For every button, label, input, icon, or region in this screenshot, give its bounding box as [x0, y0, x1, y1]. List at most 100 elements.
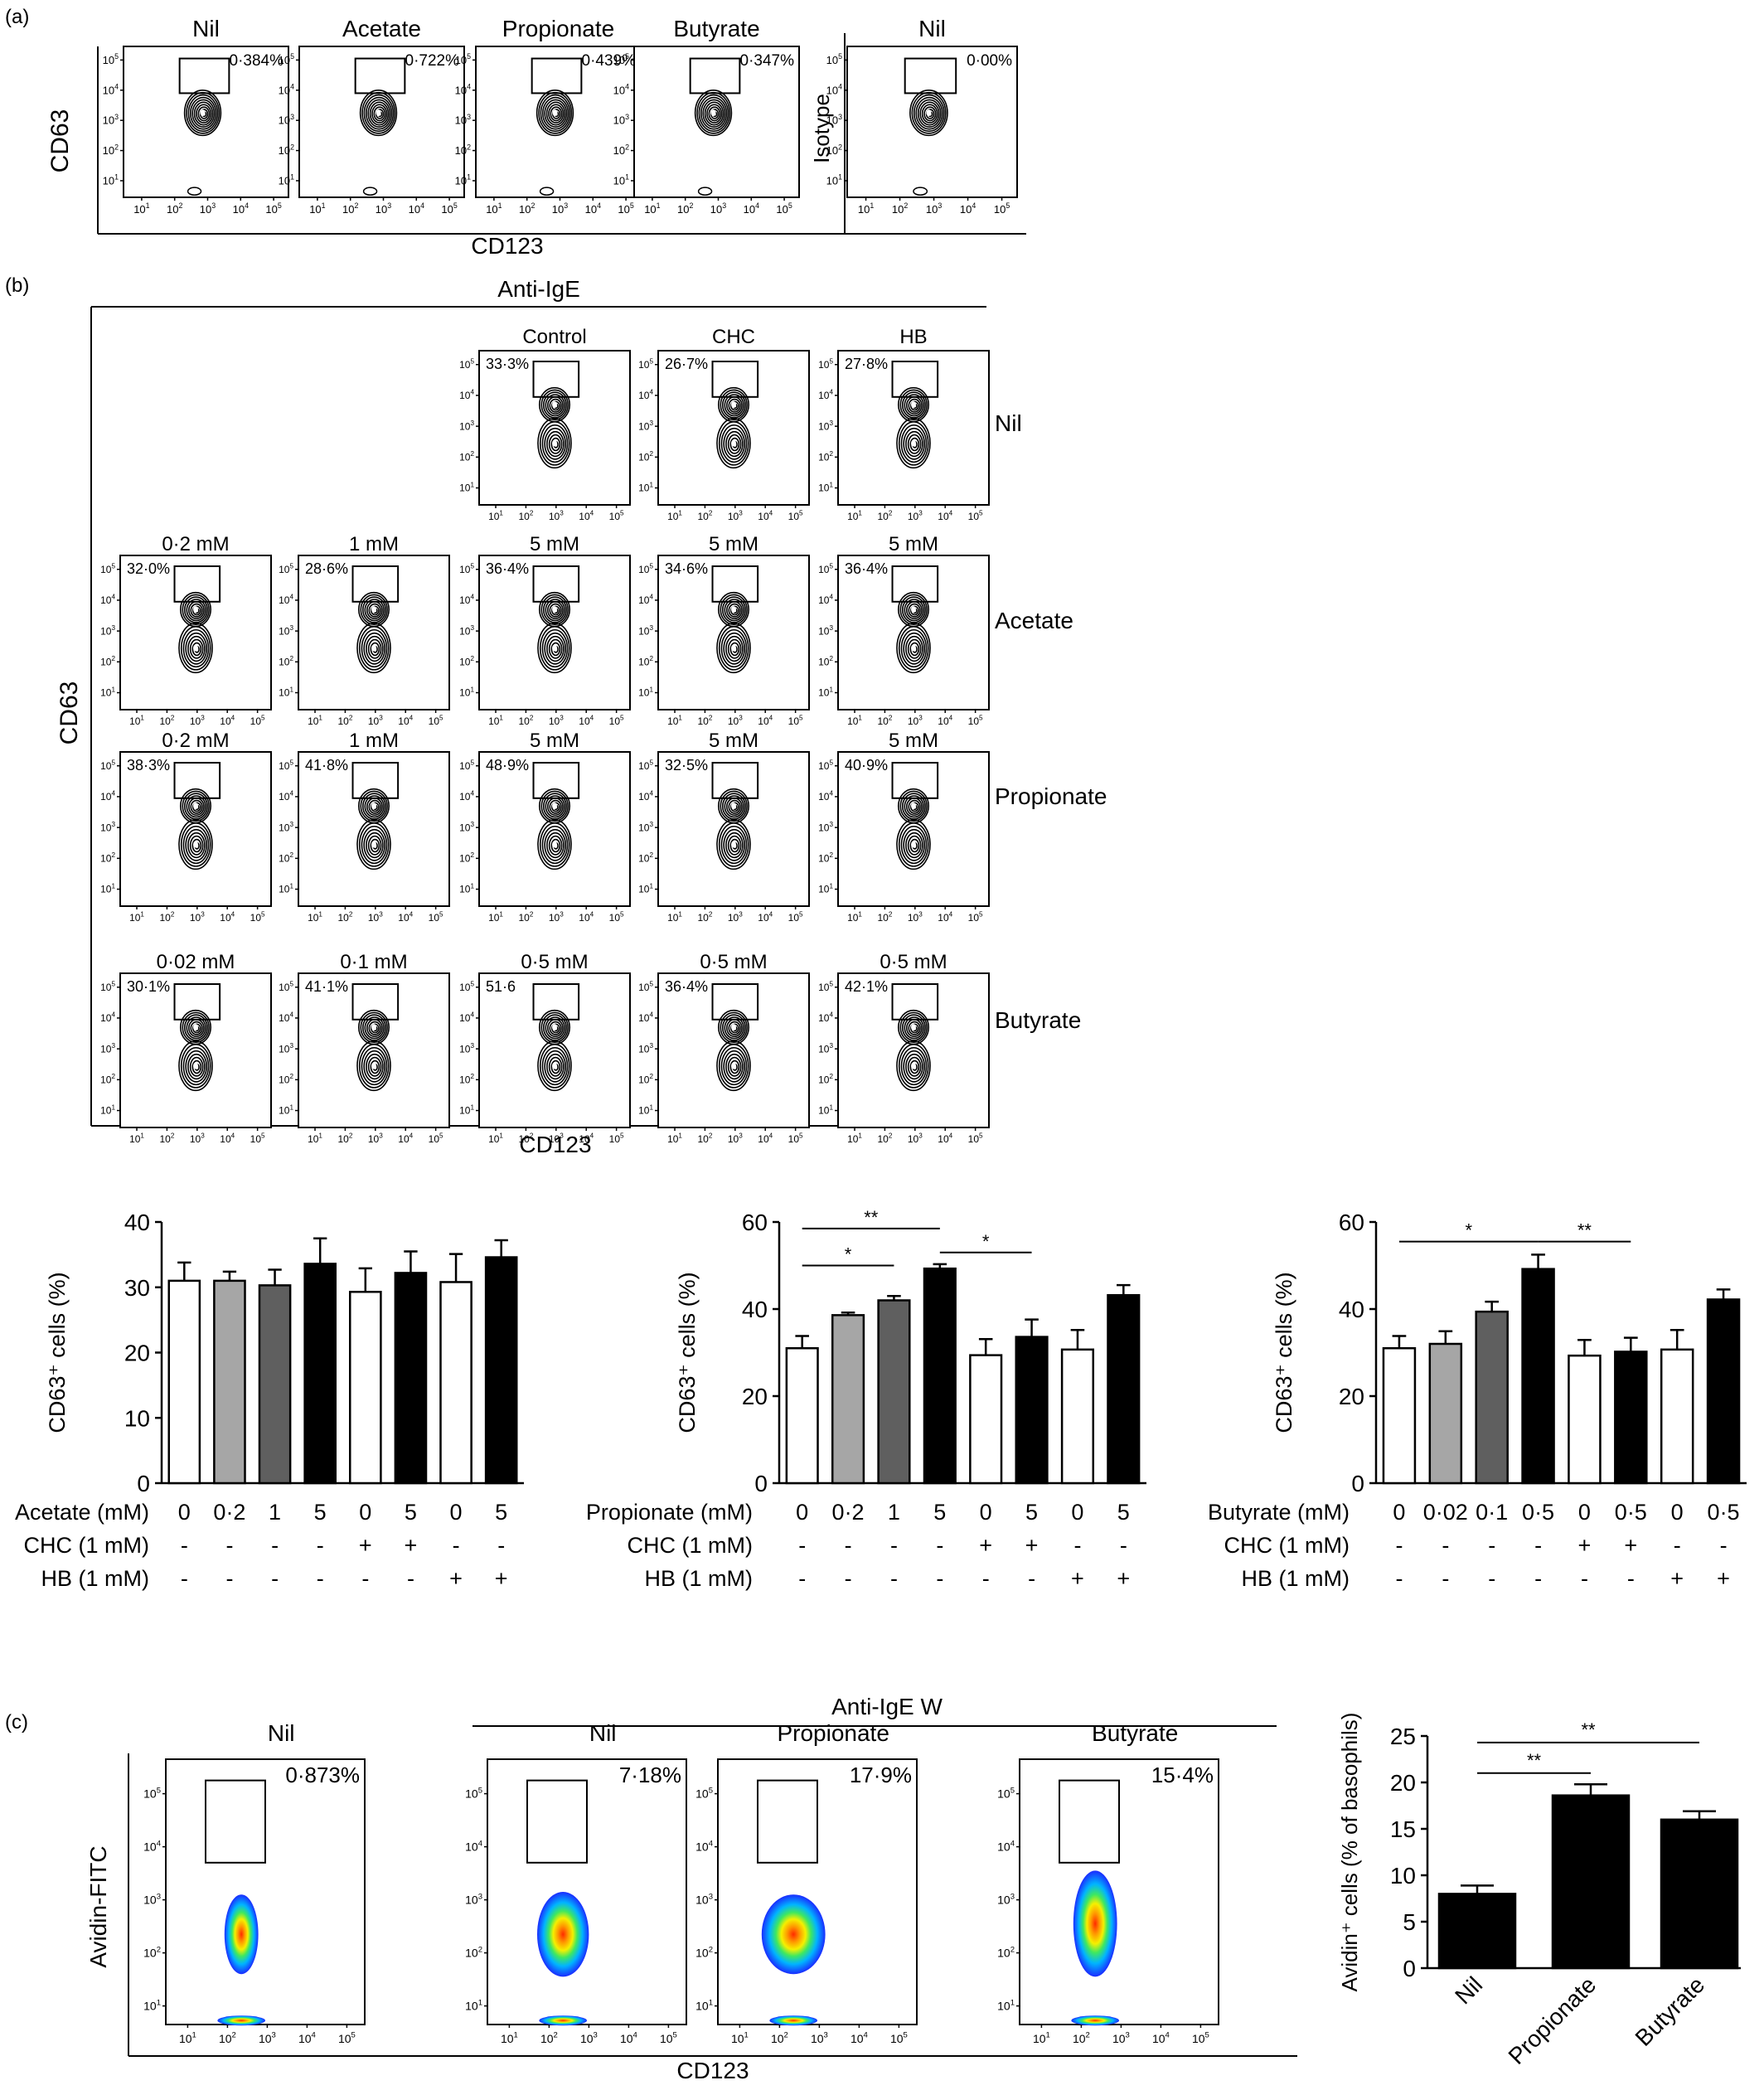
- x-tick-label: 103: [580, 2031, 598, 2045]
- contour-peak: [200, 109, 206, 117]
- x-tick-label: 101: [644, 201, 660, 216]
- x-tick-label: 101: [847, 510, 862, 522]
- condition-row-label: Butyrate (mM): [1208, 1500, 1350, 1525]
- condition-value: -: [1028, 1566, 1035, 1591]
- condition-row-label: CHC (1 mM): [628, 1533, 753, 1558]
- bar: [1521, 1268, 1555, 1485]
- y-tick-label: 103: [638, 821, 653, 833]
- x-tick-label: 104: [758, 1132, 773, 1145]
- y-tick-label: 103: [826, 113, 842, 127]
- contour-line: [727, 835, 742, 856]
- x-axis-label: CD123: [519, 1132, 591, 1157]
- flow-plot-a-3: 101 101 102 102 103 103 104 104 105 105 0·347%: [613, 46, 800, 216]
- condition-value: 0: [450, 1500, 463, 1525]
- contour-line: [720, 594, 748, 626]
- x-tick-label: 103: [190, 1132, 205, 1145]
- condition-value: 0: [796, 1500, 808, 1525]
- y-tick-label: 20: [742, 1384, 768, 1409]
- contour-line: [363, 632, 385, 665]
- contour-line: [727, 638, 742, 659]
- x-tick-label: 105: [429, 911, 443, 924]
- y-tick-label: 103: [459, 624, 474, 637]
- y-tick-label: 103: [459, 821, 474, 833]
- y-tick-label: 104: [638, 1011, 653, 1024]
- x-tick-label: 102: [677, 201, 693, 216]
- y-tick-label: 102: [279, 655, 293, 667]
- x-tick-label: 101: [1033, 2031, 1050, 2045]
- anti-ige-header: Anti-IgE: [497, 276, 580, 302]
- contour-peak: [193, 803, 198, 810]
- y-tick-label: 40: [742, 1297, 768, 1322]
- contour-line: [371, 1023, 380, 1034]
- y-tick-label: 102: [638, 655, 653, 667]
- x-tick-label: 103: [908, 911, 923, 924]
- y-tick-label: 102: [638, 851, 653, 864]
- contour-peak: [371, 803, 376, 810]
- y-tick-label: 25: [1390, 1724, 1416, 1749]
- x-tick-label: 103: [549, 510, 564, 522]
- contour-line: [360, 594, 388, 626]
- y-tick-label: 105: [279, 759, 293, 772]
- x-tick-label: 104: [960, 201, 976, 216]
- y-tick-label: 103: [997, 1892, 1015, 1906]
- x-tick-label: 101: [308, 911, 322, 924]
- y-tick-label: 5: [1403, 1909, 1416, 1935]
- y-tick-label: 102: [818, 450, 833, 463]
- contour-line: [549, 398, 562, 413]
- contour-line: [550, 1060, 561, 1074]
- condition-value: +: [1670, 1566, 1684, 1591]
- y-tick-label: 104: [459, 1011, 474, 1024]
- condition-value: 0: [1671, 1500, 1684, 1525]
- y-tick-label: 103: [638, 1042, 653, 1055]
- contour-line: [718, 822, 749, 867]
- bar: [1660, 1818, 1739, 1970]
- y-tick-label: 103: [818, 821, 833, 833]
- contour-line: [704, 101, 724, 126]
- y-tick-label: 104: [103, 82, 119, 96]
- density-plot-c-2: 101 101 102 102 103 103 104 104 105 105 17·9%: [695, 1758, 918, 2045]
- y-tick-label: 103: [613, 113, 629, 127]
- y-tick-label: 103: [279, 821, 293, 833]
- x-tick-label: 102: [697, 1132, 712, 1145]
- bar: [1568, 1354, 1602, 1485]
- contour-line: [549, 799, 562, 814]
- gate-box: [711, 565, 759, 603]
- y-tick-label: 101: [997, 1998, 1015, 2012]
- contour-line: [907, 1056, 922, 1077]
- contour-line: [899, 594, 928, 626]
- contour-line: [543, 793, 567, 820]
- contour-line: [720, 1011, 748, 1044]
- x-tick-label: 104: [579, 715, 594, 727]
- condition-value: -: [982, 1566, 990, 1591]
- y-tick-label: 101: [818, 882, 833, 895]
- significance-marker: *: [1465, 1220, 1472, 1241]
- condition-value: +: [979, 1533, 992, 1558]
- contour-line: [182, 594, 210, 626]
- contour-line: [548, 434, 563, 454]
- contour-line: [544, 427, 566, 460]
- x-tick-label: 102: [518, 510, 533, 522]
- contour-line: [694, 89, 733, 137]
- contour-line: [724, 599, 744, 622]
- bar: [1428, 1342, 1463, 1485]
- y-tick-label: 40: [124, 1210, 150, 1235]
- contour-line: [921, 104, 938, 124]
- gate-box: [891, 361, 939, 398]
- contour-line: [190, 603, 203, 618]
- plot-title: Butyrate: [1092, 1720, 1178, 1746]
- x-tick-label: 102: [519, 201, 535, 216]
- y-tick-label: 101: [100, 1103, 115, 1116]
- contour-line: [925, 109, 935, 119]
- contour-line: [903, 1050, 925, 1083]
- condition-value: -: [798, 1566, 806, 1591]
- x-tick-label: 101: [667, 715, 682, 727]
- contour-line: [900, 424, 928, 463]
- condition-value: +: [1624, 1533, 1637, 1558]
- x-tick-label: 104: [298, 2031, 317, 2045]
- density-cloud: [769, 2015, 817, 2026]
- bar: [213, 1279, 246, 1485]
- contour-line: [907, 434, 922, 454]
- contour-line: [550, 437, 561, 452]
- x-tick-label: 101: [179, 2031, 196, 2045]
